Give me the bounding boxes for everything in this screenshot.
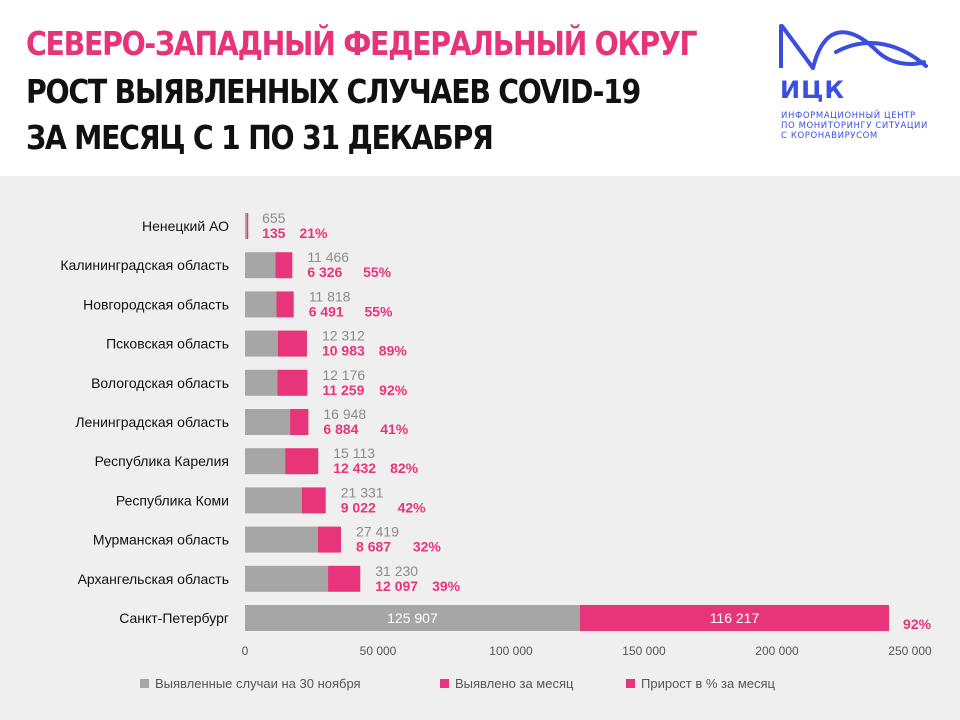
bar-growth xyxy=(277,330,307,357)
data-label-base: 11 466 xyxy=(307,249,349,265)
logo-text-line-3: С КОРОНАВИРУСОМ xyxy=(781,131,878,141)
data-label-base: 125 907 xyxy=(387,610,438,626)
data-label-base: 31 230 xyxy=(375,563,418,579)
x-tick-label: 100 000 xyxy=(489,644,533,658)
x-tick-label: 250 000 xyxy=(888,644,932,658)
legend-swatch-base xyxy=(140,679,149,688)
title-line-1: СЕВЕРО-ЗАПАДНЫЙ ФЕДЕРАЛЬНЫЙ ОКРУГ xyxy=(26,24,698,63)
data-label-base: 655 xyxy=(262,210,286,226)
header: СЕВЕРО-ЗАПАДНЫЙ ФЕДЕРАЛЬНЫЙ ОКРУГ РОСТ В… xyxy=(0,0,960,176)
data-label-growth: 116 217 xyxy=(710,610,760,626)
bar-base xyxy=(245,213,247,239)
bar-base xyxy=(245,448,286,475)
bar-base xyxy=(245,252,276,279)
data-label-base: 11 818 xyxy=(309,288,351,304)
data-label-percent: 21% xyxy=(299,225,328,241)
data-label-growth: 12 097 xyxy=(375,578,418,594)
data-label-growth: 9 022 xyxy=(341,499,376,515)
data-label-growth: 6 491 xyxy=(309,303,344,319)
data-label-base: 16 948 xyxy=(323,406,366,422)
x-tick-label: 0 xyxy=(242,644,249,658)
legend-label-base: Выявленные случаи на 30 ноября xyxy=(155,676,361,691)
category-label: Мурманская область xyxy=(93,532,229,548)
category-label: Калининградская область xyxy=(60,257,229,273)
logo-text-line-2: ПО МОНИТОРИНГУ СИТУАЦИИ xyxy=(781,121,928,131)
title-line-2: РОСТ ВЫЯВЛЕННЫХ СЛУЧАЕВ COVID-19 xyxy=(26,72,641,111)
logo-text-line-1: ИНФОРМАЦИОННЫЙ ЦЕНТР xyxy=(781,111,916,121)
title-line-3: ЗА МЕСЯЦ С 1 ПО 31 ДЕКАБРЯ xyxy=(26,118,494,157)
data-label-growth: 135 xyxy=(262,225,286,241)
data-label-base: 21 331 xyxy=(341,484,384,500)
category-label: Республика Карелия xyxy=(95,453,229,469)
data-label-base: 12 312 xyxy=(322,328,365,344)
logo-mark-icon xyxy=(779,24,928,70)
data-label-percent: 55% xyxy=(364,303,393,319)
bar-growth xyxy=(579,605,890,631)
bar-base xyxy=(245,605,580,631)
x-tick-label: 200 000 xyxy=(755,644,799,658)
category-label: Псковская область xyxy=(106,336,229,352)
legend-item-base: Выявленные случаи на 30 ноября xyxy=(140,676,361,691)
legend-item-percent: Прирост в % за месяц xyxy=(626,676,775,691)
category-label: Новгородская область xyxy=(83,296,229,312)
bar-growth xyxy=(277,369,308,396)
bar-growth xyxy=(275,252,293,279)
bar-growth xyxy=(285,448,319,475)
bar-growth xyxy=(328,565,361,592)
bar-base xyxy=(245,409,291,435)
legend-label-percent: Прирост в % за месяц xyxy=(641,676,776,691)
category-label: Республика Коми xyxy=(116,492,229,508)
bar-base xyxy=(245,526,318,553)
data-label-percent: 89% xyxy=(379,343,408,359)
bar-growth xyxy=(317,526,342,553)
data-label-percent: 42% xyxy=(398,499,427,515)
legend-swatch-growth xyxy=(440,679,449,688)
bar-growth xyxy=(301,487,326,514)
legend-swatch-percent xyxy=(626,679,635,688)
data-label-growth: 6 884 xyxy=(323,421,358,437)
data-label-base: 15 113 xyxy=(333,445,375,461)
data-label-percent: 92% xyxy=(379,382,408,398)
data-label-growth: 11 259 xyxy=(322,382,364,398)
data-label-percent: 92% xyxy=(903,616,932,632)
logo-abbreviation: ИЦК xyxy=(780,76,845,104)
bar-base xyxy=(245,369,278,396)
data-label-growth: 8 687 xyxy=(356,539,391,555)
x-tick-label: 50 000 xyxy=(360,644,397,658)
bar-base xyxy=(245,487,302,514)
bar-growth xyxy=(276,291,294,318)
category-label: Вологодская область xyxy=(91,375,229,391)
data-label-growth: 6 326 xyxy=(307,264,342,280)
data-label-percent: 41% xyxy=(380,421,409,437)
data-label-percent: 82% xyxy=(390,460,419,476)
bar-base xyxy=(245,565,329,592)
data-label-percent: 32% xyxy=(413,539,442,555)
data-label-base: 27 419 xyxy=(356,524,399,540)
bar-base xyxy=(245,291,277,318)
data-label-base: 12 176 xyxy=(322,367,365,383)
category-label: Санкт-Петербург xyxy=(119,610,229,626)
legend-item-growth: Выявлено за месяц xyxy=(440,676,573,691)
data-label-growth: 10 983 xyxy=(322,343,365,359)
category-label: Ненецкий АО xyxy=(142,218,229,234)
bar-growth xyxy=(290,409,309,435)
bar-growth xyxy=(246,213,249,239)
category-label: Архангельская область xyxy=(78,571,229,587)
data-label-percent: 55% xyxy=(363,264,392,280)
bar-base xyxy=(245,330,278,357)
category-label: Ленинградская область xyxy=(75,414,229,430)
data-label-growth: 12 432 xyxy=(333,460,376,476)
data-label-percent: 39% xyxy=(432,578,461,594)
x-tick-label: 150 000 xyxy=(622,644,666,658)
legend-label-growth: Выявлено за месяц xyxy=(455,676,574,691)
